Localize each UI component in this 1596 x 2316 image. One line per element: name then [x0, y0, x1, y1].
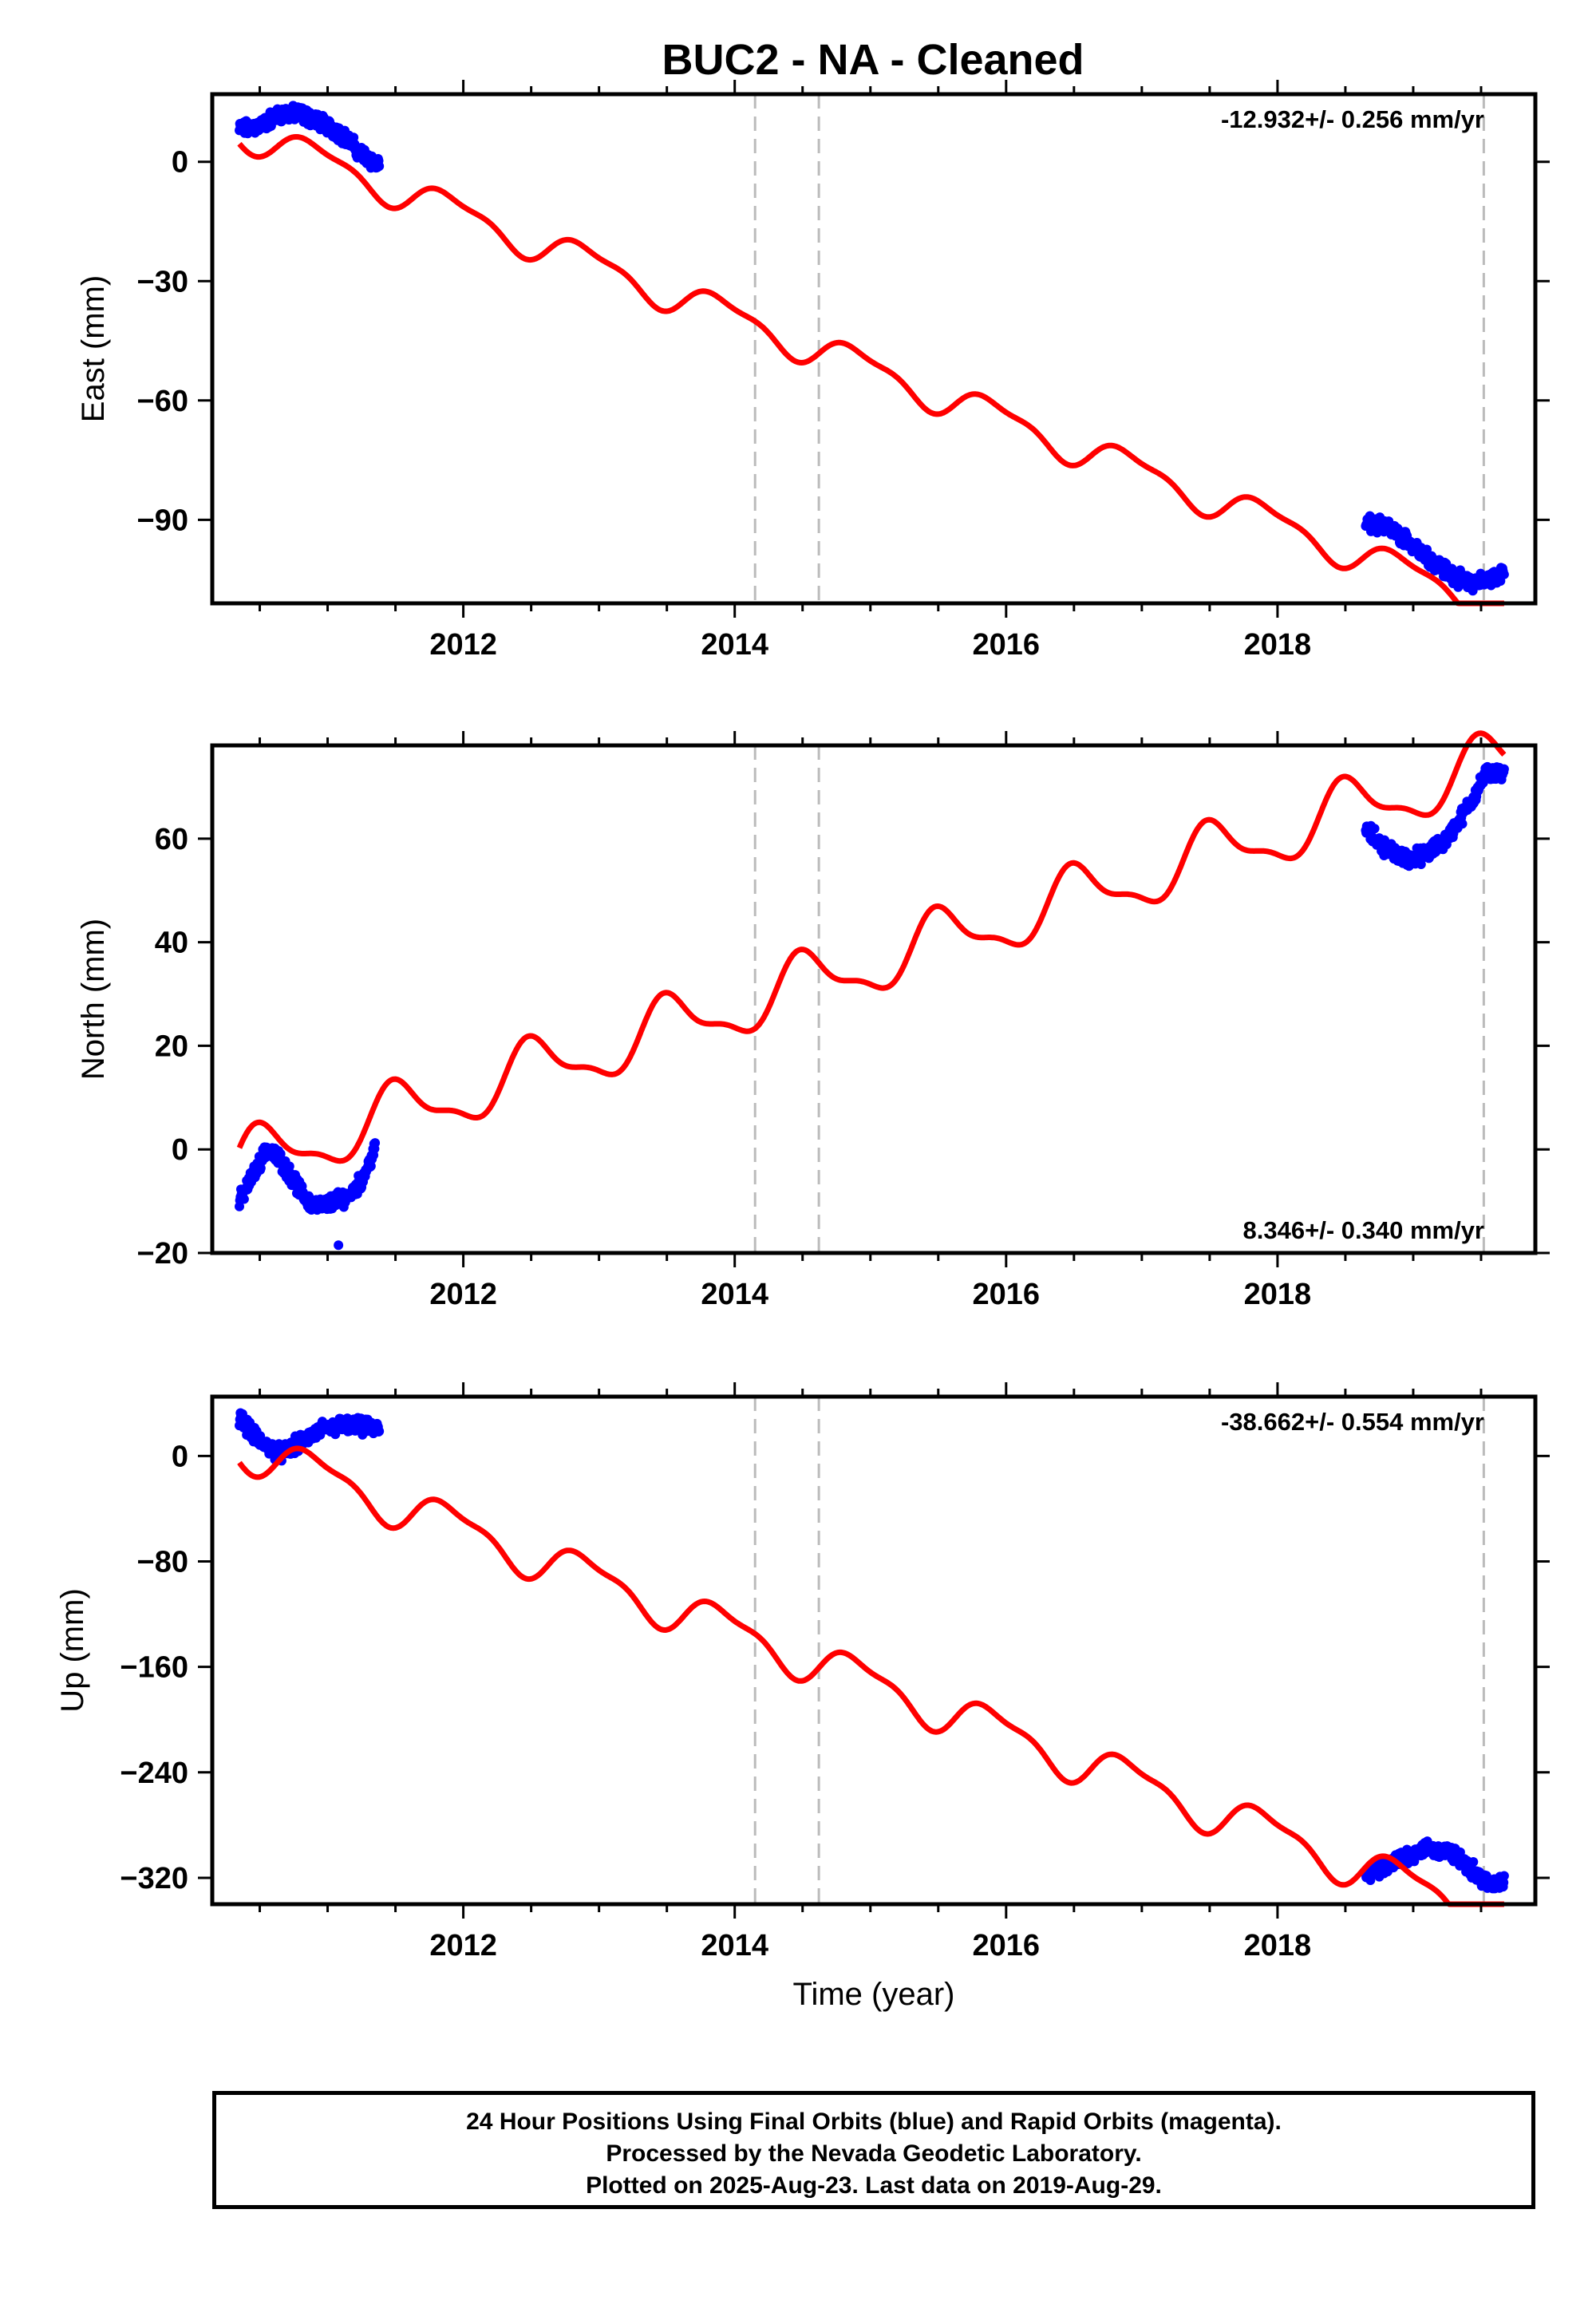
y-tick-label: −160 — [120, 1651, 188, 1685]
data-point — [1499, 764, 1509, 774]
chart-title: BUC2 - NA - Cleaned — [662, 36, 1084, 84]
y-tick-label: −30 — [137, 265, 188, 298]
data-point — [374, 1426, 385, 1437]
data-point — [370, 1138, 381, 1148]
data-point — [1499, 569, 1509, 579]
y-tick-label: 0 — [172, 146, 188, 180]
data-point — [239, 1194, 249, 1204]
x-tick-label: 2012 — [429, 628, 497, 662]
x-axis-title: Time (year) — [793, 1977, 955, 2012]
model-curve — [237, 134, 1506, 607]
footer-line-3: Plotted on 2025-Aug-23. Last data on 201… — [586, 2172, 1162, 2199]
data-point-outlier — [334, 1240, 344, 1251]
east-panel: 2012 2014 2016 2018 0 −30 −60 −90 East (mm) -12.9… — [76, 80, 1550, 662]
y-axis-title: East (mm) — [76, 275, 111, 422]
y-tick-label: −240 — [120, 1757, 188, 1790]
rate-label: 8.346+/- 0.340 mm/yr — [1243, 1216, 1484, 1244]
y-tick-label: 0 — [172, 1440, 188, 1473]
x-tick-label: 2014 — [701, 1278, 768, 1311]
data-point — [1468, 1857, 1479, 1867]
y-tick-label: 60 — [155, 823, 188, 856]
y-tick-label: −90 — [137, 504, 188, 537]
y-tick-label: 40 — [155, 927, 188, 960]
footer-caption: 24 Hour Positions Using Final Orbits (bl… — [212, 2091, 1535, 2209]
x-tick-label: 2018 — [1244, 628, 1312, 662]
x-tick-label: 2012 — [429, 1278, 497, 1311]
y-tick-label: −320 — [120, 1862, 188, 1895]
y-tick-label: 20 — [155, 1030, 188, 1063]
rate-label: -38.662+/- 0.554 mm/yr — [1221, 1408, 1484, 1436]
x-tick-label: 2018 — [1244, 1929, 1312, 1962]
data-point — [1416, 860, 1426, 870]
data-point — [1369, 824, 1380, 834]
x-tick-label: 2012 — [429, 1929, 497, 1962]
plot-frame — [210, 743, 1538, 1255]
y-tick-label: −60 — [137, 385, 188, 418]
model-curve — [236, 730, 1507, 1164]
data-point — [255, 1163, 266, 1173]
x-tick-label: 2018 — [1244, 1278, 1312, 1311]
plot-frame — [210, 92, 1538, 606]
x-tick-label: 2014 — [701, 628, 768, 662]
footer-line-2: Processed by the Nevada Geodetic Laborat… — [606, 2140, 1142, 2167]
plot-frame — [210, 1394, 1538, 1907]
x-tick-label: 2016 — [973, 1278, 1041, 1311]
data-point — [1499, 1871, 1509, 1881]
x-tick-label: 2014 — [701, 1929, 768, 1962]
model-curve — [237, 1445, 1506, 1907]
footer-line-1: 24 Hour Positions Using Final Orbits (bl… — [466, 2109, 1282, 2135]
y-tick-label: −80 — [137, 1545, 188, 1579]
x-tick-label: 2016 — [973, 1929, 1041, 1962]
y-axis-title: Up (mm) — [55, 1588, 90, 1713]
y-axis-title: North (mm) — [76, 919, 111, 1080]
x-tick-label: 2016 — [973, 628, 1041, 662]
rate-label: -12.932+/- 0.256 mm/yr — [1221, 105, 1484, 133]
data-point — [374, 161, 385, 172]
up-panel: 2012 2014 2016 2018 0 −80 −160 −240 −320 Up (mm) T… — [55, 1382, 1550, 2012]
data-point — [1457, 819, 1468, 829]
north-panel: 2012 2014 2016 2018 −20 0 20 40 60 North (mm) 8.34… — [76, 730, 1550, 1311]
y-tick-label: 0 — [172, 1133, 188, 1167]
y-tick-label: −20 — [137, 1237, 188, 1271]
